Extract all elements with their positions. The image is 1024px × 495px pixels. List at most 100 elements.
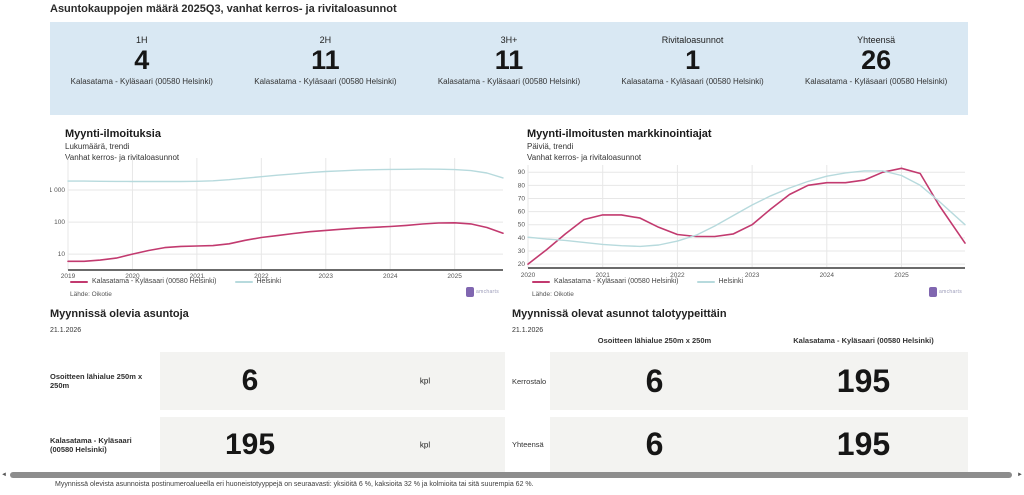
stat-value: 1 bbox=[685, 45, 701, 75]
legend-label: Kalasatama - Kyläsaari (00580 Helsinki) bbox=[92, 278, 217, 285]
marketing-time-chart-block: Myynti-ilmoitusten markkinointiajat Päiv… bbox=[512, 126, 968, 308]
amcharts-watermark[interactable]: amcharts bbox=[929, 287, 962, 297]
source-label: Lähde: Oikotie bbox=[70, 291, 112, 298]
row-unit: kpl bbox=[419, 440, 431, 449]
stat-label: 1H bbox=[136, 35, 148, 45]
scrollbar-thumb[interactable] bbox=[10, 472, 1012, 478]
svg-text:30: 30 bbox=[518, 248, 526, 255]
stat-sublabel: Kalasatama - Kyläsaari (00580 Helsinki) bbox=[805, 77, 948, 87]
svg-text:70: 70 bbox=[518, 195, 526, 202]
svg-text:50: 50 bbox=[518, 222, 526, 229]
amcharts-logo-icon bbox=[929, 287, 938, 297]
chart-legend: Kalasatama - Kyläsaari (00580 Helsinki) … bbox=[70, 278, 281, 285]
table-row: Kerrostalo 6 195 bbox=[512, 352, 968, 410]
legend-item-kalasatama[interactable]: Kalasatama - Kyläsaari (00580 Helsinki) bbox=[70, 278, 217, 285]
row-label: Kerrostalo bbox=[512, 352, 550, 410]
legend-label: Helsinki bbox=[256, 278, 282, 285]
chart-subtitle: Lukumäärä, trendi bbox=[65, 142, 130, 151]
column-header: Osoitteen lähialue 250m x 250m bbox=[597, 336, 712, 345]
horizontal-scrollbar[interactable]: ◄ ► bbox=[0, 470, 1024, 480]
column-header: Kalasatama - Kyläsaari (00580 Helsinki) bbox=[793, 336, 934, 345]
summary-banner: 1H 4 Kalasatama - Kyläsaari (00580 Helsi… bbox=[50, 22, 968, 115]
row-value: 195 bbox=[836, 362, 891, 399]
stat-label: Yhteensä bbox=[857, 35, 896, 45]
svg-text:2021: 2021 bbox=[190, 273, 205, 280]
legend-line-swatch-icon bbox=[234, 280, 253, 283]
svg-text:2020: 2020 bbox=[521, 272, 536, 279]
stat-card-1h: 1H 4 Kalasatama - Kyläsaari (00580 Helsi… bbox=[50, 22, 234, 115]
chart-legend: Kalasatama - Kyläsaari (00580 Helsinki) … bbox=[532, 278, 743, 285]
legend-label: Helsinki bbox=[718, 278, 744, 285]
source-label: Lähde: Oikotie bbox=[532, 291, 574, 298]
svg-text:40: 40 bbox=[518, 235, 526, 242]
row-value-cell: 6 kpl bbox=[160, 352, 505, 410]
svg-text:20: 20 bbox=[518, 261, 526, 268]
chart-note: Vanhat kerros- ja rivitaloasunnot bbox=[65, 153, 180, 162]
table-row: Kalasatama - Kyläsaari (00580 Helsinki) … bbox=[50, 417, 505, 472]
svg-text:2022: 2022 bbox=[670, 272, 685, 279]
stat-card-yhteensa: Yhteensä 26 Kalasatama - Kyläsaari (0058… bbox=[784, 22, 968, 115]
stat-sublabel: Kalasatama - Kyläsaari (00580 Helsinki) bbox=[254, 77, 397, 87]
stat-value: 26 bbox=[861, 45, 892, 75]
row-label: Yhteensä bbox=[512, 417, 550, 472]
amcharts-watermark-text: amcharts bbox=[476, 289, 499, 295]
listings-for-sale-section: Myynnissä olevia asuntoja 21.1.2026 Osoi… bbox=[50, 308, 505, 478]
svg-text:2019: 2019 bbox=[61, 273, 76, 280]
section-date: 21.1.2026 bbox=[50, 327, 82, 334]
chart-title: Myynti-ilmoituksia bbox=[65, 128, 161, 140]
svg-text:1 000: 1 000 bbox=[50, 187, 65, 194]
svg-text:2022: 2022 bbox=[254, 273, 269, 280]
svg-text:2024: 2024 bbox=[820, 272, 835, 279]
stat-label: 2H bbox=[319, 35, 332, 45]
stat-card-rivitaloasunnot: Rivitaloasunnot 1 Kalasatama - Kyläsaari… bbox=[601, 22, 785, 115]
stat-value: 11 bbox=[311, 45, 340, 75]
row-value-cell: 195 kpl bbox=[160, 417, 505, 472]
amcharts-watermark[interactable]: amcharts bbox=[466, 287, 499, 297]
svg-text:90: 90 bbox=[518, 169, 526, 176]
row-value: 6 bbox=[241, 364, 259, 397]
line-chart: 2019 2020 2021 2022 2023 2024 2025 10 100 1 000 bbox=[50, 158, 504, 280]
row-value: 195 bbox=[224, 427, 276, 461]
listings-by-type-section: Myynnissä olevat asunnot talotyypeittäin… bbox=[512, 308, 968, 478]
legend-line-swatch-icon bbox=[696, 280, 715, 283]
svg-text:2021: 2021 bbox=[595, 272, 610, 279]
table-row: Yhteensä 6 195 bbox=[512, 417, 968, 472]
svg-text:10: 10 bbox=[58, 251, 66, 258]
stat-label: 3H+ bbox=[500, 35, 518, 45]
scroll-left-icon[interactable]: ◄ bbox=[1, 472, 7, 478]
legend-item-helsinki[interactable]: Helsinki bbox=[234, 278, 282, 285]
svg-text:2020: 2020 bbox=[125, 273, 140, 280]
row-values: 6 195 bbox=[550, 417, 968, 472]
scroll-right-icon[interactable]: ► bbox=[1017, 472, 1023, 478]
svg-text:2023: 2023 bbox=[745, 272, 760, 279]
svg-text:2024: 2024 bbox=[383, 273, 398, 280]
footnote-text: Myynnissä olevista asunnoista postinumer… bbox=[55, 481, 534, 488]
svg-text:2023: 2023 bbox=[319, 273, 334, 280]
legend-item-helsinki[interactable]: Helsinki bbox=[696, 278, 744, 285]
line-chart: 2020 2021 2022 2023 2024 2025 20 30 40 50 60 70 80 90 bbox=[518, 165, 966, 279]
legend-item-kalasatama[interactable]: Kalasatama - Kyläsaari (00580 Helsinki) bbox=[532, 278, 679, 285]
stat-value: 4 bbox=[134, 45, 150, 75]
stat-value: 11 bbox=[494, 45, 524, 75]
table-row: Osoitteen lähialue 250m x 250m 6 kpl bbox=[50, 352, 505, 410]
svg-text:2025: 2025 bbox=[447, 273, 462, 280]
stat-label: Rivitaloasunnot bbox=[661, 35, 724, 45]
row-value: 6 bbox=[645, 426, 664, 462]
stat-card-3h-plus: 3H+ 11 Kalasatama - Kyläsaari (00580 Hel… bbox=[417, 22, 601, 115]
chart-title: Myynti-ilmoitusten markkinointiajat bbox=[527, 128, 712, 140]
row-label: Kalasatama - Kyläsaari (00580 Helsinki) bbox=[50, 417, 160, 472]
row-label: Osoitteen lähialue 250m x 250m bbox=[50, 352, 160, 410]
legend-label: Kalasatama - Kyläsaari (00580 Helsinki) bbox=[554, 278, 679, 285]
stat-sublabel: Kalasatama - Kyläsaari (00580 Helsinki) bbox=[70, 77, 213, 87]
page-title: Asuntokauppojen määrä 2025Q3, vanhat ker… bbox=[50, 3, 397, 15]
row-values: 6 195 bbox=[550, 352, 968, 410]
row-value: 195 bbox=[836, 426, 891, 462]
stat-sublabel: Kalasatama - Kyläsaari (00580 Helsinki) bbox=[621, 77, 764, 87]
amcharts-logo-icon bbox=[466, 287, 475, 297]
section-heading: Myynnissä olevat asunnot talotyypeittäin bbox=[512, 308, 727, 320]
chart-subtitle: Päiviä, trendi bbox=[527, 142, 574, 151]
stat-sublabel: Kalasatama - Kyläsaari (00580 Helsinki) bbox=[437, 77, 581, 87]
section-date: 21.1.2026 bbox=[512, 327, 544, 334]
row-unit: kpl bbox=[419, 376, 431, 386]
